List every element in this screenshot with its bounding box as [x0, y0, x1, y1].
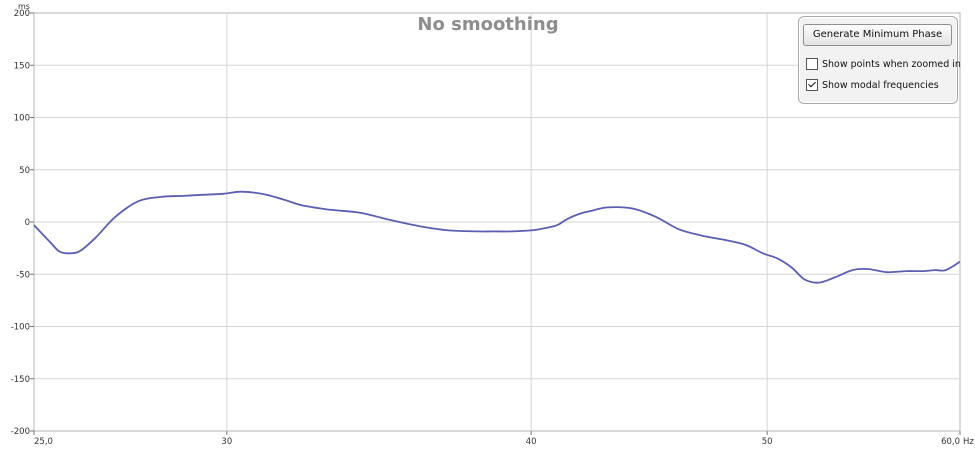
show-points-label: Show points when zoomed in [822, 58, 961, 70]
x-tick-label: 30 [221, 437, 232, 447]
y-tick-label: 0 [25, 218, 30, 228]
y-tick-label: 50 [19, 166, 30, 176]
y-tick-label: -200 [11, 427, 30, 437]
show-points-checkbox[interactable] [806, 58, 818, 70]
show-modal-frequencies-label: Show modal frequencies [822, 79, 939, 91]
y-axis-unit-label: ms [18, 2, 30, 11]
x-axis-unit-label: Hz [963, 437, 974, 447]
options-panel: Generate Minimum Phase Show points when … [798, 16, 961, 104]
group-delay-series-line [33, 190, 961, 284]
y-tick-label: 150 [14, 61, 30, 71]
show-modal-frequencies-checkbox[interactable] [806, 79, 818, 91]
series-group [33, 190, 961, 284]
x-tick-label: 40 [526, 437, 537, 447]
x-tick-label: 25,0 [34, 437, 53, 447]
show-modal-frequencies-option[interactable]: Show modal frequencies [806, 79, 939, 91]
generate-minimum-phase-button[interactable]: Generate Minimum Phase [803, 24, 952, 46]
x-axis-ticks: 25,0 30 40 50 60,0 Hz [33, 431, 974, 447]
x-tick-label: 50 [762, 437, 773, 447]
y-tick-label: -100 [11, 323, 30, 333]
y-axis-ticks: 200 150 100 50 0 -50 -100 -150 -200 [11, 9, 34, 437]
chart-title: No smoothing [417, 14, 558, 35]
x-tick-label: 60,0 [941, 437, 960, 447]
y-tick-label: 200 [14, 9, 30, 19]
y-tick-label: -50 [16, 270, 30, 280]
y-tick-label: -150 [11, 375, 30, 385]
show-points-option[interactable]: Show points when zoomed in [806, 58, 961, 70]
y-tick-label: 100 [14, 114, 30, 124]
